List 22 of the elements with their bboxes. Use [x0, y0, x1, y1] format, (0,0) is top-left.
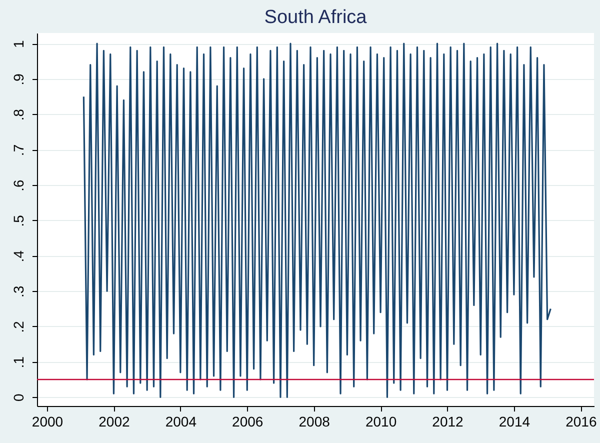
chart-title: South Africa: [264, 7, 368, 28]
x-tick-label: 2006: [232, 414, 264, 430]
x-tick-label: 2002: [98, 414, 130, 430]
x-tick-label: 2014: [498, 414, 530, 430]
y-tick-label: .6: [10, 179, 26, 192]
y-tick-label: .3: [10, 286, 26, 298]
y-tick-label: .1: [10, 356, 26, 368]
y-tick-label: 1: [10, 40, 26, 48]
y-tick-label: .9: [10, 73, 26, 86]
y-tick-label: .2: [10, 320, 26, 333]
y-tick-label: .4: [10, 250, 26, 262]
y-tick-label: .8: [10, 108, 26, 121]
x-tick-label: 2000: [32, 414, 64, 430]
x-tick-label: 2004: [165, 414, 197, 430]
x-tick-label: 2010: [365, 414, 397, 430]
y-tick-label: 0: [10, 394, 26, 402]
x-tick-label: 2012: [432, 414, 464, 430]
line-series: [82, 42, 552, 398]
y-tick-label: .7: [10, 144, 26, 156]
y-tick-label: .5: [10, 214, 26, 227]
x-tick-label: 2016: [566, 414, 597, 430]
x-tick-label: 2008: [298, 414, 330, 430]
